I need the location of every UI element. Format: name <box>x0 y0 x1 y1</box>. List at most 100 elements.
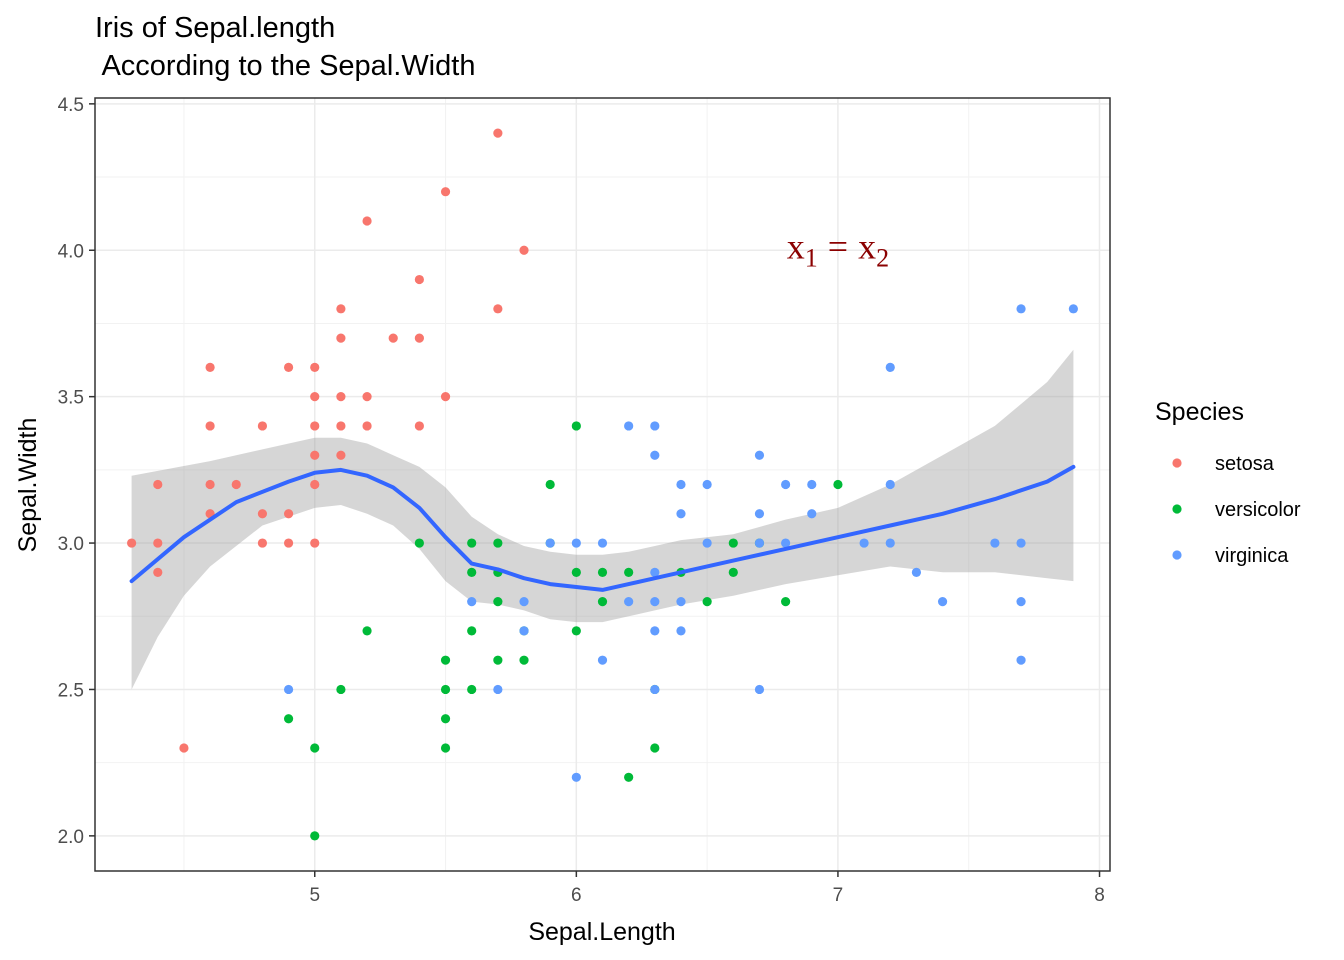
data-point-setosa <box>231 479 241 490</box>
data-point-setosa <box>310 362 320 372</box>
legend-key-virginica <box>1172 550 1182 560</box>
panel-frame <box>94 97 1111 872</box>
data-point-versicolor <box>519 655 529 665</box>
data-point-versicolor <box>728 567 738 577</box>
data-point-setosa <box>414 333 424 343</box>
chart-title-line-2: According to the Sepal.Width <box>95 50 476 82</box>
data-point-virginica <box>676 597 686 607</box>
data-point-virginica <box>807 479 817 490</box>
data-point-virginica <box>885 479 895 490</box>
legend: Species setosa versicolor virginica <box>1155 398 1301 567</box>
data-point-setosa <box>414 274 424 285</box>
data-point-versicolor <box>467 567 477 577</box>
data-point-versicolor <box>702 597 712 607</box>
data-point-virginica <box>519 626 529 636</box>
data-point-setosa <box>388 333 398 343</box>
data-point-virginica <box>597 655 608 665</box>
data-point-setosa <box>257 421 268 431</box>
data-point-versicolor <box>467 626 477 636</box>
data-point-setosa <box>205 362 215 372</box>
x-tick-label: 8 <box>1094 885 1105 906</box>
data-point-setosa <box>205 479 215 490</box>
data-point-versicolor <box>283 714 294 724</box>
data-point-virginica <box>650 421 660 431</box>
data-point-virginica <box>885 538 895 548</box>
data-point-virginica <box>807 509 817 519</box>
smooth-line <box>129 464 1076 592</box>
data-point-setosa <box>414 421 424 431</box>
data-point-virginica <box>571 772 581 782</box>
data-point-virginica <box>1016 655 1026 665</box>
legend-title: Species <box>1155 398 1244 426</box>
data-point-virginica <box>676 509 686 519</box>
data-point-versicolor <box>310 743 320 753</box>
data-point-setosa <box>283 362 294 372</box>
annotation-operator: = <box>828 226 848 266</box>
data-point-versicolor <box>571 421 581 431</box>
data-point-virginica <box>702 538 712 548</box>
data-point-versicolor <box>833 479 843 490</box>
y-tick-label: 4.5 <box>58 95 84 116</box>
data-point-virginica <box>597 538 608 548</box>
data-point-setosa <box>153 538 163 548</box>
data-point-setosa <box>440 392 451 402</box>
data-point-setosa <box>310 450 320 460</box>
plot-panel <box>95 98 1110 871</box>
data-point-versicolor <box>336 684 346 695</box>
panel-background <box>95 98 1110 871</box>
data-point-setosa <box>336 392 346 402</box>
data-point-setosa <box>336 333 346 343</box>
axes: 5 6 7 8 2.0 2.5 3.0 3.5 4.0 4.5 <box>58 95 1105 906</box>
data-point-versicolor <box>545 479 555 490</box>
data-point-virginica <box>781 479 791 490</box>
data-point-setosa <box>362 421 372 431</box>
y-tick-label: 2.5 <box>58 680 84 701</box>
data-point-versicolor <box>781 597 791 607</box>
legend-key-setosa <box>1172 458 1182 468</box>
data-point-versicolor <box>440 655 451 665</box>
data-point-virginica <box>545 538 555 548</box>
data-point-versicolor <box>650 743 660 753</box>
data-point-virginica <box>859 538 869 548</box>
y-axis-title: Sepal.Width <box>14 418 42 553</box>
data-point-virginica <box>676 479 686 490</box>
data-point-versicolor <box>440 743 451 753</box>
data-point-versicolor <box>571 626 581 636</box>
smooth-line-group <box>129 464 1076 592</box>
data-point-virginica <box>650 597 660 607</box>
data-point-setosa <box>283 509 294 519</box>
data-point-virginica <box>754 684 765 695</box>
data-point-versicolor <box>624 567 634 577</box>
x-tick-label: 7 <box>833 885 844 906</box>
x-tick-label: 5 <box>309 885 320 906</box>
data-point-versicolor <box>440 684 451 695</box>
data-point-setosa <box>493 128 503 138</box>
data-point-setosa <box>336 304 346 314</box>
data-point-versicolor <box>467 538 477 548</box>
data-point-setosa <box>283 538 294 548</box>
data-point-versicolor <box>362 626 372 636</box>
data-point-virginica <box>624 597 634 607</box>
data-point-versicolor <box>571 567 581 577</box>
data-point-setosa <box>310 392 320 402</box>
y-tick-label: 4.0 <box>58 241 84 262</box>
data-point-setosa <box>153 479 163 490</box>
data-point-setosa <box>127 538 137 548</box>
annotation-base-2: x <box>858 226 876 266</box>
annotation-formula: x1 = x2 <box>787 226 889 272</box>
confidence-band <box>131 349 1074 690</box>
data-point-virginica <box>781 538 791 548</box>
legend-key-versicolor <box>1172 504 1182 514</box>
data-point-versicolor <box>467 684 477 695</box>
data-point-virginica <box>650 567 660 577</box>
data-point-virginica <box>571 538 581 548</box>
data-point-virginica <box>650 450 660 460</box>
data-point-virginica <box>650 684 660 695</box>
x-tick-label: 6 <box>571 885 582 906</box>
data-point-setosa <box>493 304 503 314</box>
data-point-setosa <box>310 479 320 490</box>
annotation-group: x1 = x2 <box>787 226 889 272</box>
data-point-virginica <box>754 538 765 548</box>
data-point-setosa <box>336 450 346 460</box>
data-point-virginica <box>624 421 634 431</box>
